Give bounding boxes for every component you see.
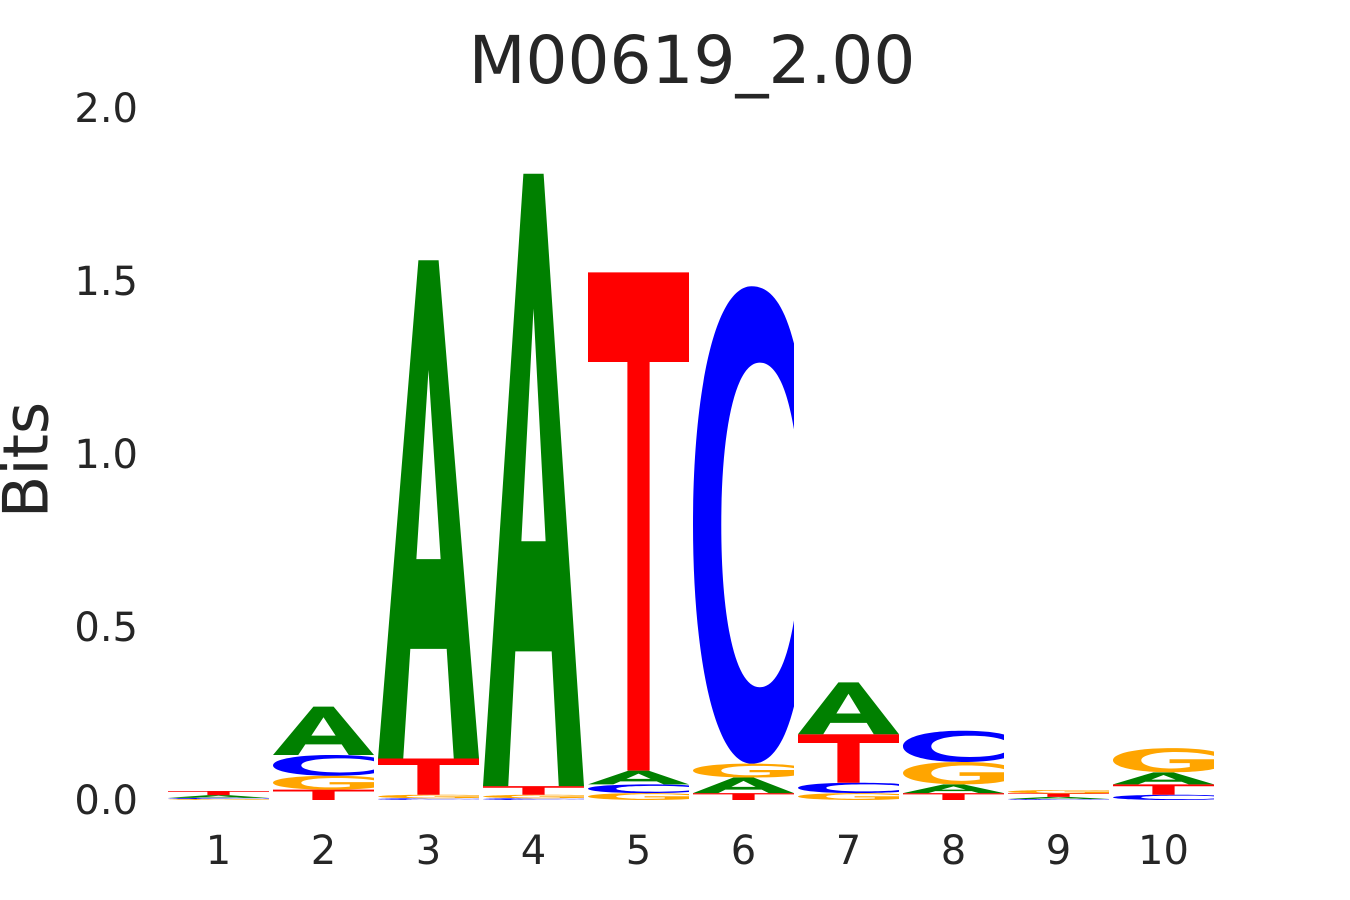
logo-letter-C-pos-3 bbox=[378, 798, 479, 800]
logo-letter-C-pos-7 bbox=[798, 782, 899, 794]
logo-letter-T-pos-9 bbox=[1008, 793, 1109, 797]
x-tick-label: 6 bbox=[731, 828, 756, 874]
logo-letter-G-pos-8 bbox=[903, 761, 1004, 785]
axis-ticks: 0.0 0.5 1.0 1.5 2.0 1 2 3 4 5 6 7 8 9 10 bbox=[74, 86, 1189, 874]
logo-letter-G-pos-1 bbox=[168, 798, 269, 800]
x-tick-label: 3 bbox=[416, 828, 441, 874]
logo-letter-T-pos-8 bbox=[903, 793, 1004, 800]
logo-letter-A-pos-3 bbox=[378, 260, 479, 759]
logo-letter-A-pos-1 bbox=[168, 795, 269, 798]
logo-letter-T-pos-7 bbox=[798, 734, 899, 783]
logo-letter-C-pos-4 bbox=[483, 798, 584, 800]
logo-letter-T-pos-6 bbox=[693, 793, 794, 800]
logo-letter-G-pos-10 bbox=[1113, 748, 1214, 773]
logo-letter-G-pos-9 bbox=[1008, 789, 1109, 794]
y-tick-label: 0.0 bbox=[74, 778, 138, 824]
logo-letter-G-pos-7 bbox=[798, 793, 899, 800]
logo-letter-T-pos-2 bbox=[273, 789, 374, 800]
x-tick-label: 9 bbox=[1046, 828, 1071, 874]
logo-letter-A-pos-7 bbox=[798, 682, 899, 735]
logo-letter-A-pos-2 bbox=[273, 706, 374, 756]
logo-letter-C-pos-2 bbox=[273, 755, 374, 776]
chart-title: M00619_2.00 bbox=[468, 22, 916, 99]
logo-letter-G-pos-5 bbox=[588, 793, 689, 800]
logo-letter-G-pos-3 bbox=[378, 794, 479, 799]
x-tick-label: 4 bbox=[521, 828, 546, 874]
logo-letter-A-pos-9 bbox=[1008, 796, 1109, 799]
y-tick-label: 1.0 bbox=[74, 432, 138, 478]
logo-letter-C-pos-8 bbox=[903, 730, 1004, 762]
x-tick-label: 8 bbox=[941, 828, 966, 874]
x-tick-label: 5 bbox=[626, 828, 651, 874]
x-tick-label: 2 bbox=[311, 828, 336, 874]
x-tick-label: 1 bbox=[206, 828, 231, 874]
logo-letter-C-pos-5 bbox=[588, 784, 689, 794]
x-tick-label: 10 bbox=[1138, 828, 1189, 874]
logo-letter-C-pos-6 bbox=[693, 286, 794, 764]
logo-letter-T-pos-3 bbox=[378, 758, 479, 795]
logo-letter-C-pos-10 bbox=[1113, 794, 1214, 800]
logo-letter-A-pos-8 bbox=[903, 784, 1004, 794]
logo-letters bbox=[168, 173, 1214, 800]
y-tick-label: 2.0 bbox=[74, 86, 138, 132]
logo-letter-T-pos-5 bbox=[588, 272, 689, 771]
logo-letter-A-pos-5 bbox=[588, 770, 689, 785]
logo-letter-C-pos-9 bbox=[1008, 798, 1109, 800]
y-tick-label: 0.5 bbox=[74, 605, 138, 651]
logo-letter-G-pos-4 bbox=[483, 794, 584, 799]
x-tick-label: 7 bbox=[836, 828, 861, 874]
logo-letter-T-pos-10 bbox=[1113, 784, 1214, 795]
logo-letter-T-pos-4 bbox=[483, 786, 584, 795]
y-tick-label: 1.5 bbox=[74, 259, 138, 305]
logo-letter-G-pos-2 bbox=[273, 775, 374, 790]
logo-letter-G-pos-6 bbox=[693, 763, 794, 778]
logo-letter-C-pos-1 bbox=[168, 797, 269, 799]
logo-letter-T-pos-1 bbox=[168, 791, 269, 796]
logo-letter-A-pos-10 bbox=[1113, 772, 1214, 785]
logo-letter-A-pos-6 bbox=[693, 777, 794, 794]
logo-letter-A-pos-4 bbox=[483, 173, 584, 787]
